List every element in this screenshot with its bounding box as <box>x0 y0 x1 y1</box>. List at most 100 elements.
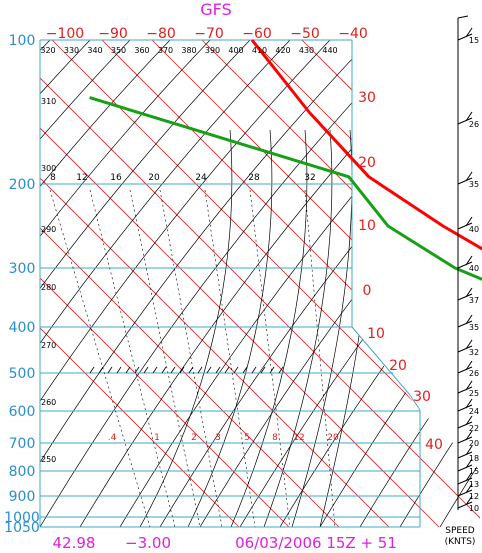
mixing-ratio-lower-label: 3 <box>215 433 221 443</box>
mixing-ratio-label: 16 <box>110 173 122 183</box>
hatch-mark <box>152 366 158 374</box>
wind-barb <box>457 293 473 301</box>
hatch-mark <box>233 366 239 374</box>
top-temp-label: −40 <box>338 26 368 42</box>
pressure-label: 400 <box>9 320 36 336</box>
isotherm-line <box>40 40 290 527</box>
hatch-mark <box>242 366 248 374</box>
mixing-ratio-line <box>129 189 201 527</box>
wind-barb-column: 15 26 35 40 40 37 35 32 26 25 24 22 20 18 15 13 12 10 SPEE… <box>445 15 479 547</box>
sounding-profiles <box>89 39 482 281</box>
moist-adiabat <box>230 129 308 527</box>
theta-label: 420 <box>275 46 290 55</box>
theta-label: 360 <box>134 46 149 55</box>
mixing-ratio-lower-label: 20 <box>327 433 339 443</box>
isotherm-line <box>40 40 440 527</box>
wind-barb-feather <box>465 471 473 482</box>
chart-title: GFS <box>200 0 231 19</box>
theta-left-label: 290 <box>41 225 56 234</box>
wind-speed-label: 26 <box>469 369 479 378</box>
theta-label: 350 <box>111 46 126 55</box>
isotherm-line <box>40 40 480 527</box>
right-diagonal-border <box>351 326 421 527</box>
theta-label: 340 <box>87 46 102 55</box>
dry-adiabat <box>40 40 291 527</box>
isotherm-line <box>101 40 480 527</box>
mixing-ratio-lower-label: 8 <box>272 433 278 443</box>
dry-adiabat <box>199 40 480 527</box>
wind-barb <box>457 436 473 444</box>
mixing-ratio-lower-label: 1 <box>154 433 160 443</box>
pressure-label: 300 <box>9 261 36 277</box>
moist-adiabat <box>319 129 373 527</box>
top-temp-label: −90 <box>98 26 128 42</box>
mixing-ratio-line <box>89 189 176 527</box>
theta-label: 380 <box>181 46 196 55</box>
theta-label: 400 <box>228 46 243 55</box>
top-temp-label: −70 <box>194 26 224 42</box>
wind-barb <box>457 177 473 185</box>
wind-speed-label: 26 <box>469 120 479 129</box>
wind-barb <box>457 117 473 125</box>
wind-speed-label: 10 <box>469 504 479 513</box>
theta-left-label: 280 <box>41 283 56 292</box>
theta-label: 430 <box>299 46 314 55</box>
wind-speed-label: 37 <box>469 296 479 305</box>
dry-adiabat <box>40 40 251 527</box>
dry-adiabat <box>319 40 480 527</box>
theta-left-label: 310 <box>41 97 56 106</box>
hatch-mark <box>116 366 122 374</box>
pressure-label: 600 <box>9 404 36 420</box>
mixing-ratio-label: 24 <box>195 173 207 183</box>
wind-speed-label: 15 <box>469 36 479 45</box>
hatch-mark <box>161 366 167 374</box>
right-temp-label: 10 <box>358 218 376 234</box>
moist-adiabat <box>187 129 273 527</box>
theta-label: 390 <box>205 46 220 55</box>
pressure-label: 900 <box>9 489 36 505</box>
hatch-mark <box>98 366 104 374</box>
wind-barb-feather <box>465 339 473 350</box>
wind-barb-feather <box>465 287 473 298</box>
mixing-ratio-label: 12 <box>76 173 87 183</box>
temperature-profile <box>250 39 482 251</box>
hatch-mark <box>125 366 131 374</box>
wind-speed-label: 15 <box>469 467 479 476</box>
isotherm-line <box>151 40 480 527</box>
mixing-ratio-line <box>304 189 336 527</box>
hatch-mark <box>134 366 140 374</box>
diagonal-temp-label: 30 <box>413 389 431 405</box>
footer-datetime: 06/03/2006 15Z + 51 <box>235 534 397 552</box>
wind-staff-top <box>457 15 469 19</box>
pressure-label: 700 <box>9 436 36 452</box>
wind-barb-feather <box>465 415 473 426</box>
mixing-ratio-lower-label: .4 <box>108 433 117 443</box>
isotherm-line <box>40 40 390 527</box>
isotherm-line <box>301 40 480 527</box>
wind-barb <box>457 489 473 497</box>
hatch-mark <box>215 366 221 374</box>
wind-barb <box>457 477 473 485</box>
wind-speed-label: 40 <box>469 225 479 234</box>
hatch-mark <box>269 366 275 374</box>
wind-barb-feather <box>465 314 473 325</box>
diagonal-temp-label: 20 <box>389 358 407 374</box>
wind-barb-feather <box>465 495 473 506</box>
mixing-ratio-label: 32 <box>304 173 315 183</box>
mixing-ratio-lower-label: 12 <box>293 433 304 443</box>
mixing-ratio-label: 8 <box>50 173 56 183</box>
wind-barb <box>457 464 473 472</box>
pressure-label: 500 <box>9 366 36 382</box>
dry-adiabat <box>40 40 171 527</box>
dry-adiabat <box>119 40 480 527</box>
wind-barb-feather <box>465 360 473 371</box>
wind-barb-feather <box>465 380 473 391</box>
mixing-ratio-line <box>204 189 256 527</box>
wind-barb <box>457 366 473 374</box>
dry-adiabat <box>40 40 331 527</box>
dry-adiabat <box>40 40 211 527</box>
wind-barb-feather <box>465 171 473 182</box>
right-temp-label: 20 <box>358 155 376 171</box>
theta-label: 370 <box>158 46 173 55</box>
